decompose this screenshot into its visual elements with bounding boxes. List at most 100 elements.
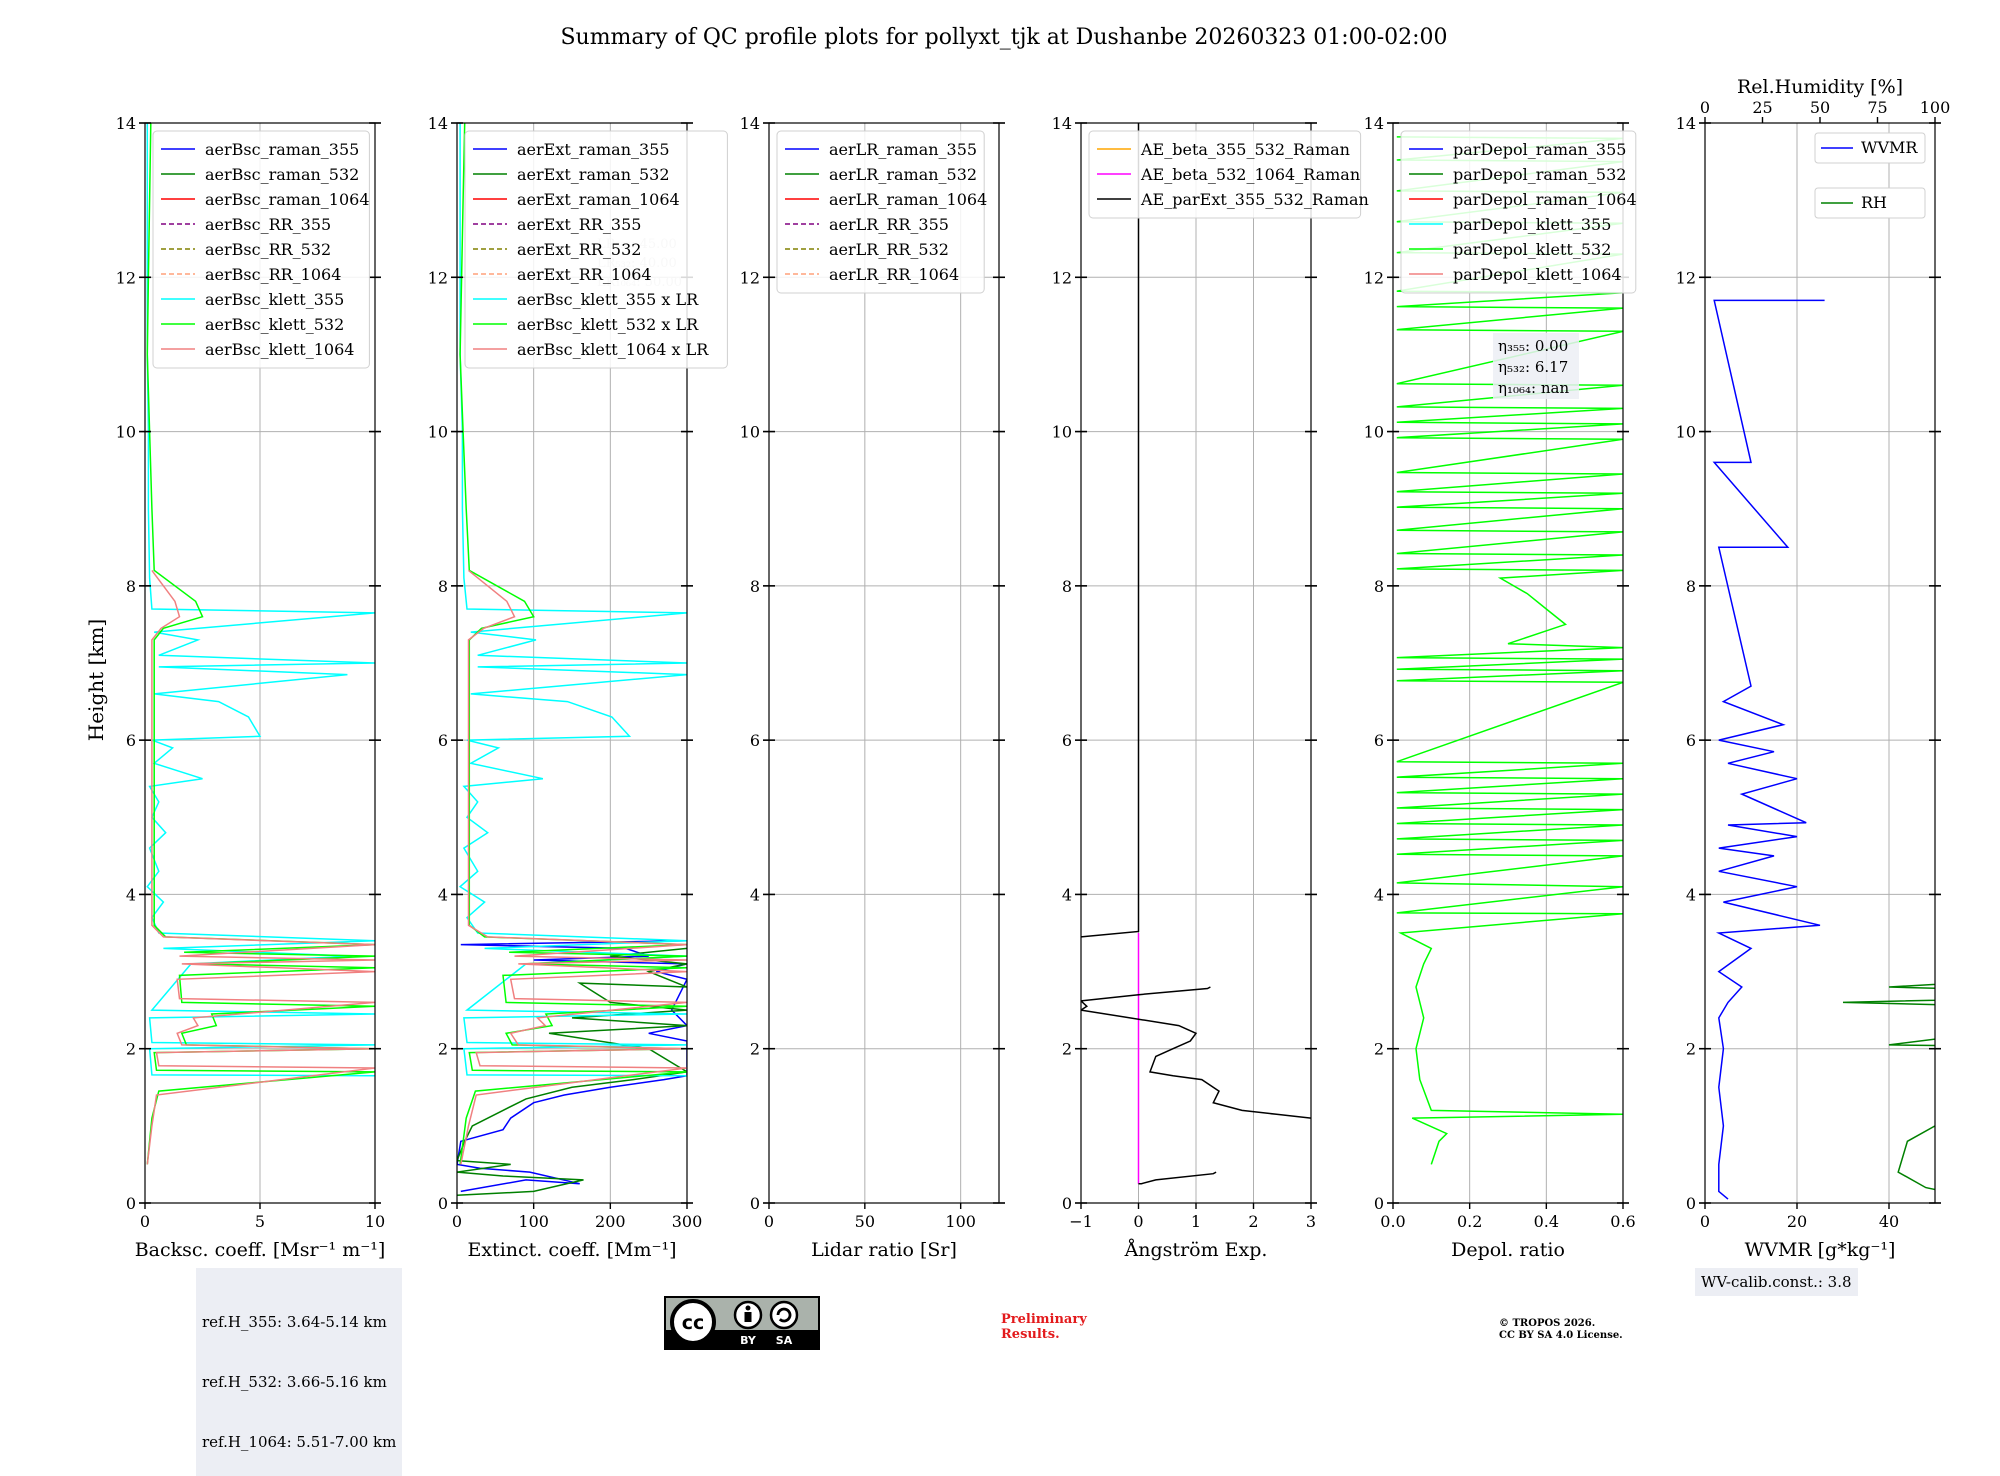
y-tick-label: 10 <box>740 423 760 442</box>
by-icon-head <box>745 1305 751 1311</box>
copyright-note: © TROPOS 2026. CC BY SA 4.0 License. <box>1499 1318 1623 1341</box>
legend-label: aerExt_RR_532 <box>517 240 641 259</box>
legend-label: parDepol_klett_1064 <box>1453 265 1622 284</box>
legend-label: aerLR_RR_355 <box>829 215 949 234</box>
series-line-AE_parExt_355_532_Raman <box>1081 986 1311 1119</box>
y-tick-label: 6 <box>126 731 136 750</box>
series-line-aerBsc_klett_1064 x LR <box>460 569 687 1165</box>
legend-label: aerExt_RR_355 <box>517 215 641 234</box>
axes-frame <box>768 122 1000 1204</box>
x-tick-label: 100 <box>518 1212 549 1231</box>
y-tick-label: 6 <box>1062 731 1072 750</box>
y-tick-label: 8 <box>126 577 136 596</box>
y-tick-label: 10 <box>1052 423 1072 442</box>
figure-title: Summary of QC profile plots for pollyxt_… <box>560 25 1447 50</box>
y-tick-label: 12 <box>428 268 448 287</box>
legend-label: aerBsc_klett_1064 x LR <box>517 340 709 359</box>
annotation-box <box>1493 333 1579 399</box>
top-x-tick-label: 75 <box>1867 98 1887 117</box>
legend-label: aerBsc_raman_355 <box>205 140 359 159</box>
legend-label: aerBsc_klett_355 x LR <box>517 290 699 309</box>
legend-label: aerLR_raman_1064 <box>829 190 987 209</box>
y-tick-label: 12 <box>740 268 760 287</box>
series-group <box>146 123 375 1165</box>
legend-label: parDepol_raman_355 <box>1453 140 1626 159</box>
axes-frame <box>1392 122 1624 1204</box>
panel-lr: 0 2 4 6 8 10 12 14 0 50 100 Lidar ratio [Sr] aerLR_r… <box>740 114 1005 1261</box>
legend-label: parDepol_klett_532 <box>1453 240 1611 259</box>
y-tick-label: 8 <box>750 577 760 596</box>
wv-calibration-box: WV-calib.const.: 3.8 <box>1695 1268 1858 1296</box>
y-tick-label: 0 <box>126 1194 136 1213</box>
x-tick-label: 5 <box>255 1212 265 1231</box>
legend-label: aerBsc_RR_1064 <box>205 265 341 284</box>
series-line-aerExt_raman_355 <box>457 939 687 1193</box>
y-tick-label: 14 <box>1676 114 1696 133</box>
x-tick-label: 3 <box>1306 1212 1316 1231</box>
x-tick-label: 2 <box>1248 1212 1258 1231</box>
legend-label: aerBsc_klett_532 x LR <box>517 315 699 334</box>
legend-label: aerBsc_klett_532 <box>205 315 344 334</box>
legend-label: RH <box>1861 193 1887 212</box>
y-tick-label: 0 <box>750 1194 760 1213</box>
cc-icon <box>670 1299 716 1345</box>
y-tick-label: 0 <box>1686 1194 1696 1213</box>
legend-label: parDepol_raman_1064 <box>1453 190 1637 209</box>
x-tick-label: 200 <box>595 1212 626 1231</box>
y-tick-label: 0 <box>1062 1194 1072 1213</box>
y-tick-label: 8 <box>1686 577 1696 596</box>
x-tick-label: 10 <box>365 1212 385 1231</box>
series-line-aerBsc_klett_355 x LR <box>458 123 687 1077</box>
legend-label: AE_beta_532_1064_Raman <box>1140 165 1360 184</box>
legend-label: parDepol_klett_355 <box>1453 215 1611 234</box>
x-tick-label: 0 <box>764 1212 774 1231</box>
series-line-aerBsc_klett_355 <box>146 123 375 1077</box>
y-tick-label: 2 <box>1686 1040 1696 1059</box>
wv-calibration-text: WV-calib.const.: 3.8 <box>1701 1273 1852 1291</box>
y-tick-label: 14 <box>428 114 448 133</box>
x-tick-label: 0.0 <box>1380 1212 1405 1231</box>
y-tick-label: 2 <box>126 1040 136 1059</box>
top-x-tick-label: 0 <box>1700 98 1710 117</box>
y-tick-label: 6 <box>1686 731 1696 750</box>
panel-ext: 0 2 4 6 8 10 12 14 0 100 200 300 Extinct. coeff. [Mm… <box>428 114 728 1261</box>
series-group <box>457 123 687 1197</box>
legend-label: aerLR_raman_532 <box>829 165 977 184</box>
cc-license-graphic: cc BY SA <box>666 1299 818 1348</box>
series-group <box>1081 123 1311 1185</box>
series-line-RH <box>1842 963 1935 1191</box>
y-tick-label: 4 <box>1686 885 1696 904</box>
y-tick-label: 2 <box>438 1040 448 1059</box>
y-tick-label: 14 <box>1364 114 1384 133</box>
legend-label: aerLR_raman_355 <box>829 140 977 159</box>
legend-label: aerLR_RR_532 <box>829 240 949 259</box>
top-x-tick-label: 50 <box>1810 98 1830 117</box>
top-x-tick-label: 25 <box>1752 98 1772 117</box>
y-tick-label: 4 <box>438 885 448 904</box>
x-tick-label: 0 <box>1133 1212 1143 1231</box>
x-tick-label: 1 <box>1191 1212 1201 1231</box>
sa-icon-arrow <box>776 1307 792 1323</box>
x-tick-label: 300 <box>672 1212 703 1231</box>
reference-height-box: ref.H_355: 3.64-5.14 km ref.H_532: 3.66-… <box>196 1268 403 1476</box>
cc-license-badge: cc BY SA <box>664 1296 820 1350</box>
x-axis-label: Lidar ratio [Sr] <box>811 1239 957 1261</box>
legend-label: aerBsc_klett_1064 <box>205 340 354 359</box>
legend-box <box>1814 187 1926 219</box>
y-tick-label: 14 <box>740 114 760 133</box>
x-tick-label: 0 <box>1700 1212 1710 1231</box>
ref-height-line: ref.H_532: 3.66-5.16 km <box>202 1373 387 1391</box>
panel-bsc: 0 2 4 6 8 10 12 14 0 5 10 Backsc. coeff. [Msr⁻¹ m⁻¹… <box>116 114 386 1261</box>
x-tick-label: 100 <box>945 1212 976 1231</box>
series-line-AE_parExt_355_532_Raman <box>1081 123 1140 938</box>
y-tick-label: 4 <box>1062 885 1072 904</box>
top-x-tick-label: 100 <box>1920 98 1951 117</box>
sa-label: SA <box>776 1334 793 1347</box>
legend-box <box>464 130 728 369</box>
legend-label: aerExt_RR_1064 <box>517 265 652 284</box>
x-axis-label: Ångström Exp. <box>1124 1239 1268 1261</box>
y-tick-label: 6 <box>750 731 760 750</box>
y-axis-label: Height [km] <box>84 619 108 741</box>
legend-label: aerBsc_RR_355 <box>205 215 331 234</box>
